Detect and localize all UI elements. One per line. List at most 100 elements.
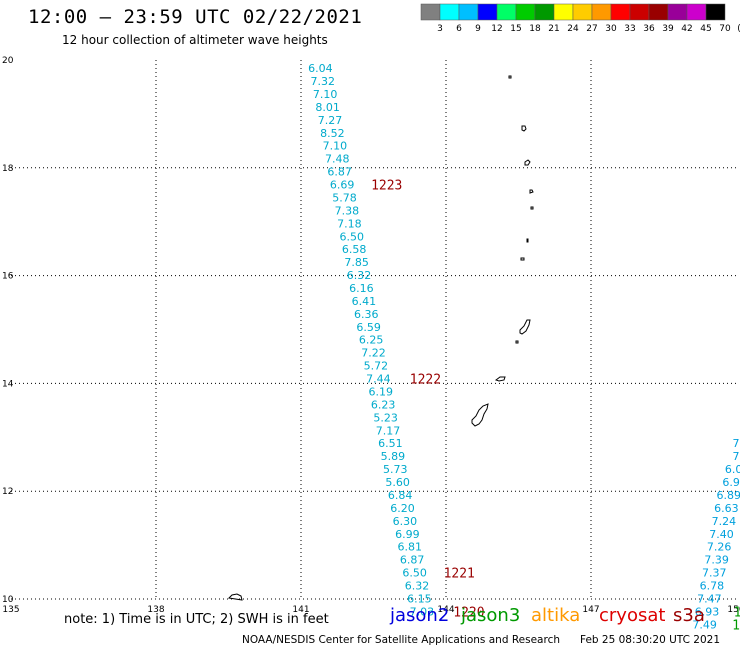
swh-label: 7.37	[702, 567, 727, 580]
swh-label: 7	[733, 450, 740, 463]
swh-label: 5.23	[373, 411, 398, 424]
pass-time-label: 17	[734, 605, 740, 620]
y-tick-label: 12	[2, 487, 13, 497]
coastline-outline	[520, 257, 525, 261]
pass-time-label: 1222	[410, 373, 441, 388]
y-tick-label: 18	[2, 164, 14, 174]
swh-label: 6.87	[400, 554, 425, 567]
swh-label: 5.73	[383, 463, 408, 476]
swh-label: 6.19	[369, 385, 394, 398]
coastline-outline	[227, 593, 243, 601]
colorbar-swatch	[705, 3, 726, 21]
y-tick-label: 20	[2, 56, 14, 66]
y-tick-label: 14	[2, 379, 14, 389]
colorbar-label: 3	[437, 24, 443, 34]
swh-label: 6.9	[722, 476, 740, 489]
legend-jason3: jason3	[461, 605, 521, 626]
colorbar-label: 12	[491, 24, 502, 34]
swh-label: 6.32	[347, 269, 372, 282]
coastline-outline	[526, 238, 529, 243]
coastline-outline	[524, 159, 531, 166]
swh-label: 6.32	[405, 580, 430, 593]
coastline-outline	[508, 75, 512, 79]
swh-label: 5.89	[381, 450, 406, 463]
pass-time-label: 1223	[371, 179, 402, 194]
swh-label: 7.38	[335, 204, 360, 217]
y-tick-label: 16	[2, 272, 14, 282]
colorbar-label: 6	[456, 24, 462, 34]
swh-label: 6.41	[352, 295, 377, 308]
pass-time-label: 175	[732, 618, 740, 633]
swh-label: 6.87	[327, 166, 352, 179]
pass-time-label: 1220	[453, 605, 484, 620]
colorbar-label: 27	[586, 24, 597, 34]
swh-label: 6.63	[714, 502, 739, 515]
swh-label: 6.89	[717, 489, 740, 502]
swh-label: 6.50	[402, 567, 427, 580]
swh-label: 5.78	[332, 191, 357, 204]
swh-label: 7.26	[707, 541, 732, 554]
swh-label: 6.25	[359, 334, 384, 347]
colorbar-label: 30	[605, 24, 617, 34]
colorbar-label: 39	[662, 24, 674, 34]
swh-label: 7.18	[337, 217, 362, 230]
x-tick-label: 135	[2, 605, 19, 615]
legend-cryosat: cryosat	[599, 605, 666, 626]
colorbar-label: 33	[624, 24, 635, 34]
swh-label: 6.15	[407, 592, 432, 605]
x-tick-label: 150	[727, 605, 740, 615]
swh-label: 7.24	[712, 515, 737, 528]
swh-label: 7.44	[366, 373, 391, 386]
swh-label: 6.23	[371, 398, 396, 411]
swh-label: 6.36	[354, 308, 379, 321]
units-note: note: 1) Time is in UTC; 2) SWH is in fe…	[64, 612, 329, 627]
x-tick-label: 144	[437, 605, 454, 615]
swh-label: 7.10	[323, 140, 348, 153]
colorbar-label: 18	[529, 24, 541, 34]
swh-label: 7.32	[311, 75, 336, 88]
x-tick-label: 147	[582, 605, 599, 615]
swh-label: 6.84	[388, 489, 413, 502]
x-tick-label: 141	[292, 605, 309, 615]
swh-label: 6.58	[342, 243, 367, 256]
x-tick-label: 138	[147, 605, 164, 615]
swh-label: 6.51	[378, 437, 403, 450]
swh-label: 6.93	[695, 605, 720, 618]
page-title: 12:00 – 23:59 UTC 02/22/2021	[28, 6, 363, 28]
swh-label: 6.78	[700, 580, 725, 593]
swh-label: 7.22	[361, 347, 386, 360]
swh-label: 6.69	[330, 179, 355, 192]
swh-label: 6.99	[395, 528, 420, 541]
swh-label: 7	[733, 437, 740, 450]
colorbar-label: 9	[475, 24, 481, 34]
coastline-outline	[515, 340, 519, 344]
swh-label: 7.49	[692, 618, 717, 631]
swh-label: 6.0	[725, 463, 740, 476]
swh-label: 7.03	[410, 605, 435, 618]
swh-label: 7.47	[697, 592, 722, 605]
swh-label: 8.52	[320, 127, 345, 140]
swh-label: 5.60	[385, 476, 410, 489]
coastline-outline	[494, 376, 506, 382]
legend-altika: altika	[531, 605, 581, 626]
colorbar-label: 45	[700, 24, 711, 34]
swh-label: 7.40	[709, 528, 734, 541]
colorbar-label: 21	[548, 24, 559, 34]
swh-label: 5.72	[364, 360, 389, 373]
swh-label: 6.16	[349, 282, 374, 295]
swh-label: 6.20	[390, 502, 415, 515]
map-plot: 1351381411441471501012141618206.047.327.…	[2, 56, 740, 633]
swh-label: 6.30	[393, 515, 418, 528]
coastline-outline	[521, 125, 527, 132]
colorbar-label: 15	[510, 24, 521, 34]
pass-time-label: 1221	[444, 567, 475, 582]
coastline-outline	[529, 189, 534, 194]
coastline-outline	[519, 319, 531, 335]
swh-label: 6.04	[308, 62, 333, 75]
swh-label: 6.81	[398, 541, 423, 554]
swh-label: 7.10	[313, 88, 338, 101]
colorbar-label: (ft)	[737, 24, 740, 34]
swh-label: 8.01	[315, 101, 340, 114]
